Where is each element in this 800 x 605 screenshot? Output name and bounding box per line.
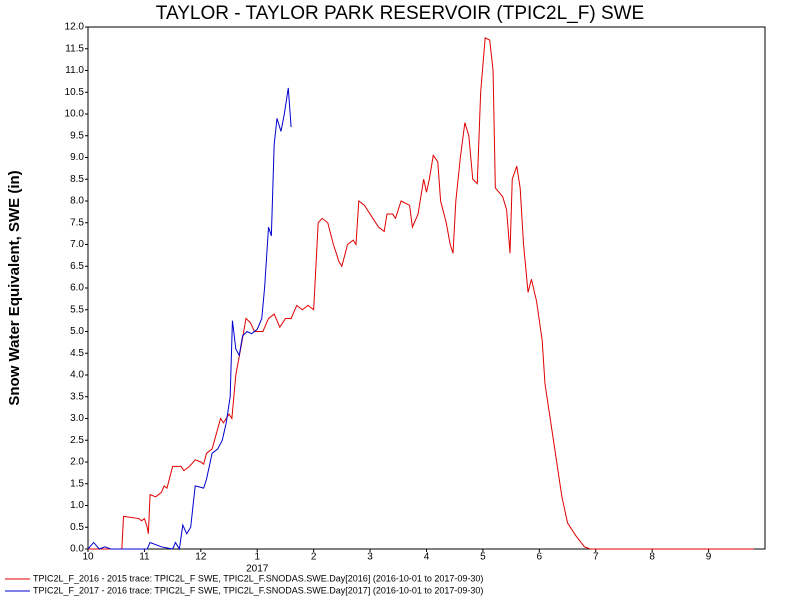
y-tick-label: 8.5 xyxy=(70,174,84,185)
y-tick-label: 11.5 xyxy=(65,43,84,54)
y-tick-label: 5.5 xyxy=(70,304,84,315)
legend-label: TPIC2L_F_2017 - 2016 trace: TPIC2L_F SWE… xyxy=(33,585,483,595)
y-tick-label: 7.5 xyxy=(70,217,84,228)
y-tick-label: 2.0 xyxy=(70,457,84,468)
legend-label: TPIC2L_F_2016 - 2015 trace: TPIC2L_F SWE… xyxy=(33,573,483,583)
y-axis-label: Snow Water Equivalent, SWE (in) xyxy=(6,170,23,405)
series-line xyxy=(87,87,292,551)
x-tick-label: 8 xyxy=(649,552,655,563)
x-tick-label: 5 xyxy=(480,552,486,563)
y-tick-label: 2.5 xyxy=(70,435,84,446)
x-tick-label: 9 xyxy=(706,552,712,563)
x-tick-label: 12 xyxy=(195,552,207,563)
y-tick-label: 4.5 xyxy=(70,348,84,359)
x-tick-label: 3 xyxy=(367,552,373,563)
y-tick-label: 1.5 xyxy=(70,478,84,489)
y-tick-label: 12.0 xyxy=(65,22,85,33)
y-tick-label: 9.0 xyxy=(70,152,84,163)
y-tick-label: 11.0 xyxy=(65,65,84,76)
y-tick-label: 5.0 xyxy=(70,326,84,337)
x-tick-label: 11 xyxy=(139,552,150,563)
chart-title: TAYLOR - TAYLOR PARK RESERVOIR (TPIC2L_F… xyxy=(156,3,644,24)
year-annotation: 2017 xyxy=(246,564,269,575)
y-tick-label: 6.0 xyxy=(70,283,84,294)
y-tick-label: 6.5 xyxy=(70,261,84,272)
y-tick-label: 1.0 xyxy=(70,500,84,511)
x-tick-label: 10 xyxy=(82,552,94,563)
y-tick-label: 3.5 xyxy=(70,391,84,402)
x-tick-label: 6 xyxy=(537,552,543,563)
y-tick-label: 4.0 xyxy=(70,370,84,381)
y-tick-label: 9.5 xyxy=(70,130,84,141)
x-tick-label: 7 xyxy=(593,552,599,563)
y-tick-label: 7.0 xyxy=(70,239,84,250)
x-tick-label: 1 xyxy=(254,552,260,563)
y-tick-label: 8.0 xyxy=(70,196,84,207)
y-tick-label: 3.0 xyxy=(70,413,84,424)
x-tick-label: 2 xyxy=(311,552,317,563)
y-tick-label: 0.5 xyxy=(70,522,84,533)
series-line xyxy=(88,37,754,550)
x-tick-label: 4 xyxy=(424,552,430,563)
y-tick-label: 0.0 xyxy=(70,544,84,555)
y-tick-label: 10.0 xyxy=(65,109,85,120)
y-tick-label: 10.5 xyxy=(65,87,85,98)
plot-frame xyxy=(87,26,766,550)
